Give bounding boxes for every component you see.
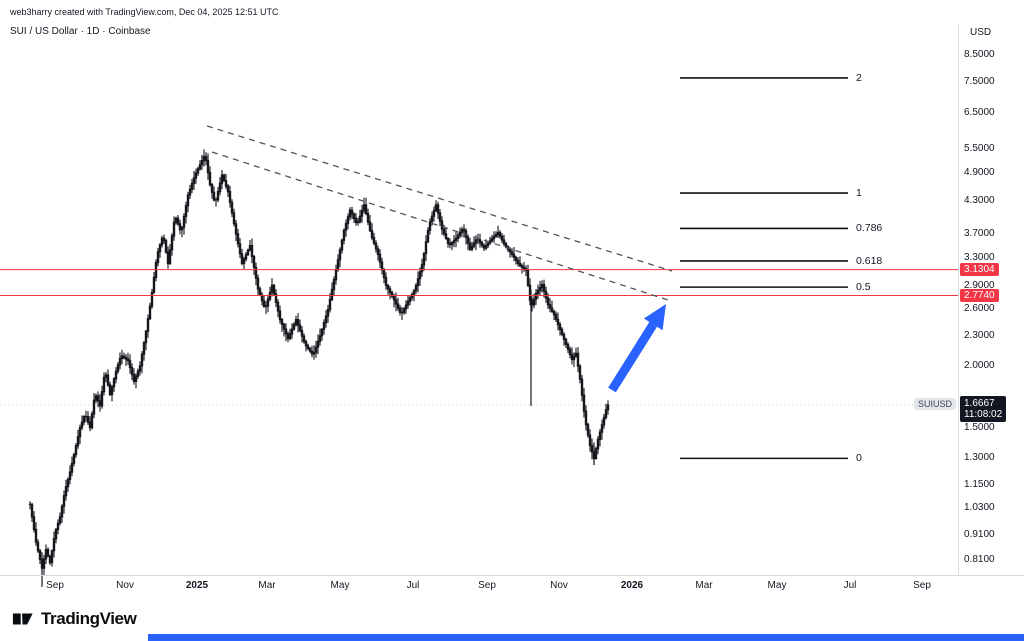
bottom-accent-bar: [148, 634, 1024, 641]
time-tick: Mar: [258, 580, 276, 591]
symbol-title: SUI / US Dollar · 1D · Coinbase: [10, 26, 151, 37]
time-axis[interactable]: Sep Nov 2025 Mar May Jul Sep Nov 2026 Mar May Jul Se…: [0, 575, 1024, 600]
price-level-label: 3.1304: [960, 262, 999, 276]
price-tick: 3.7000: [964, 227, 995, 239]
price-tick: 1.3000: [964, 452, 995, 464]
currency-label: USD: [970, 27, 992, 38]
time-tick: Jul: [406, 580, 420, 591]
price-tick: 1.5000: [964, 421, 995, 433]
price-tick: 5.5000: [964, 142, 995, 154]
price-tick: 1.0300: [964, 502, 995, 514]
attribution-text: web3harry created with TradingView.com, …: [10, 7, 279, 17]
last-price-label: 1.6667 11:08:02: [960, 395, 1007, 422]
time-tick: 2025: [185, 580, 209, 591]
price-level-label: 2.7740: [960, 288, 999, 302]
chart-pane[interactable]: [0, 0, 1024, 600]
tradingview-logo[interactable]: TradingView: [12, 608, 137, 630]
time-tick: Nov: [116, 580, 134, 591]
price-tick: 0.9100: [964, 528, 995, 540]
price-tick: 6.5000: [964, 106, 995, 118]
price-tick: 2.6000: [964, 303, 995, 315]
price-tick: 4.3000: [964, 195, 995, 207]
time-tick: Nov: [550, 580, 568, 591]
time-tick: 2026: [620, 580, 644, 591]
tradingview-wordmark: TradingView: [41, 609, 137, 628]
footer: TradingView: [0, 600, 1024, 641]
time-tick: Jul: [843, 580, 857, 591]
time-tick: May: [767, 580, 787, 591]
price-tick: 2.3000: [964, 329, 995, 341]
time-axis-border: [0, 575, 1024, 576]
price-tick: 8.5000: [964, 49, 995, 60]
bar-countdown: 11:08:02: [964, 408, 1003, 420]
time-tick: Sep: [46, 580, 64, 591]
price-tick: 4.9000: [964, 167, 995, 179]
price-tick: 7.5000: [964, 75, 995, 87]
price-tick: 0.8100: [964, 554, 995, 565]
price-tick: 2.0000: [964, 359, 995, 371]
price-axis-border: [958, 24, 959, 575]
price-tick: 1.1500: [964, 478, 995, 490]
time-tick: Sep: [478, 580, 496, 591]
time-tick: May: [330, 580, 350, 591]
price-axis[interactable]: USD 8.5000 7.5000 6.5000 5.5000 4.9000 4.3000…: [958, 0, 1024, 600]
price-tick: 2.9000: [964, 280, 995, 291]
time-tick: Sep: [913, 580, 931, 591]
price-tick: 3.3000: [964, 252, 995, 264]
last-price-value: 1.6667: [964, 397, 995, 409]
time-tick: Mar: [695, 580, 713, 591]
tradingview-logo-icon: [12, 613, 33, 625]
